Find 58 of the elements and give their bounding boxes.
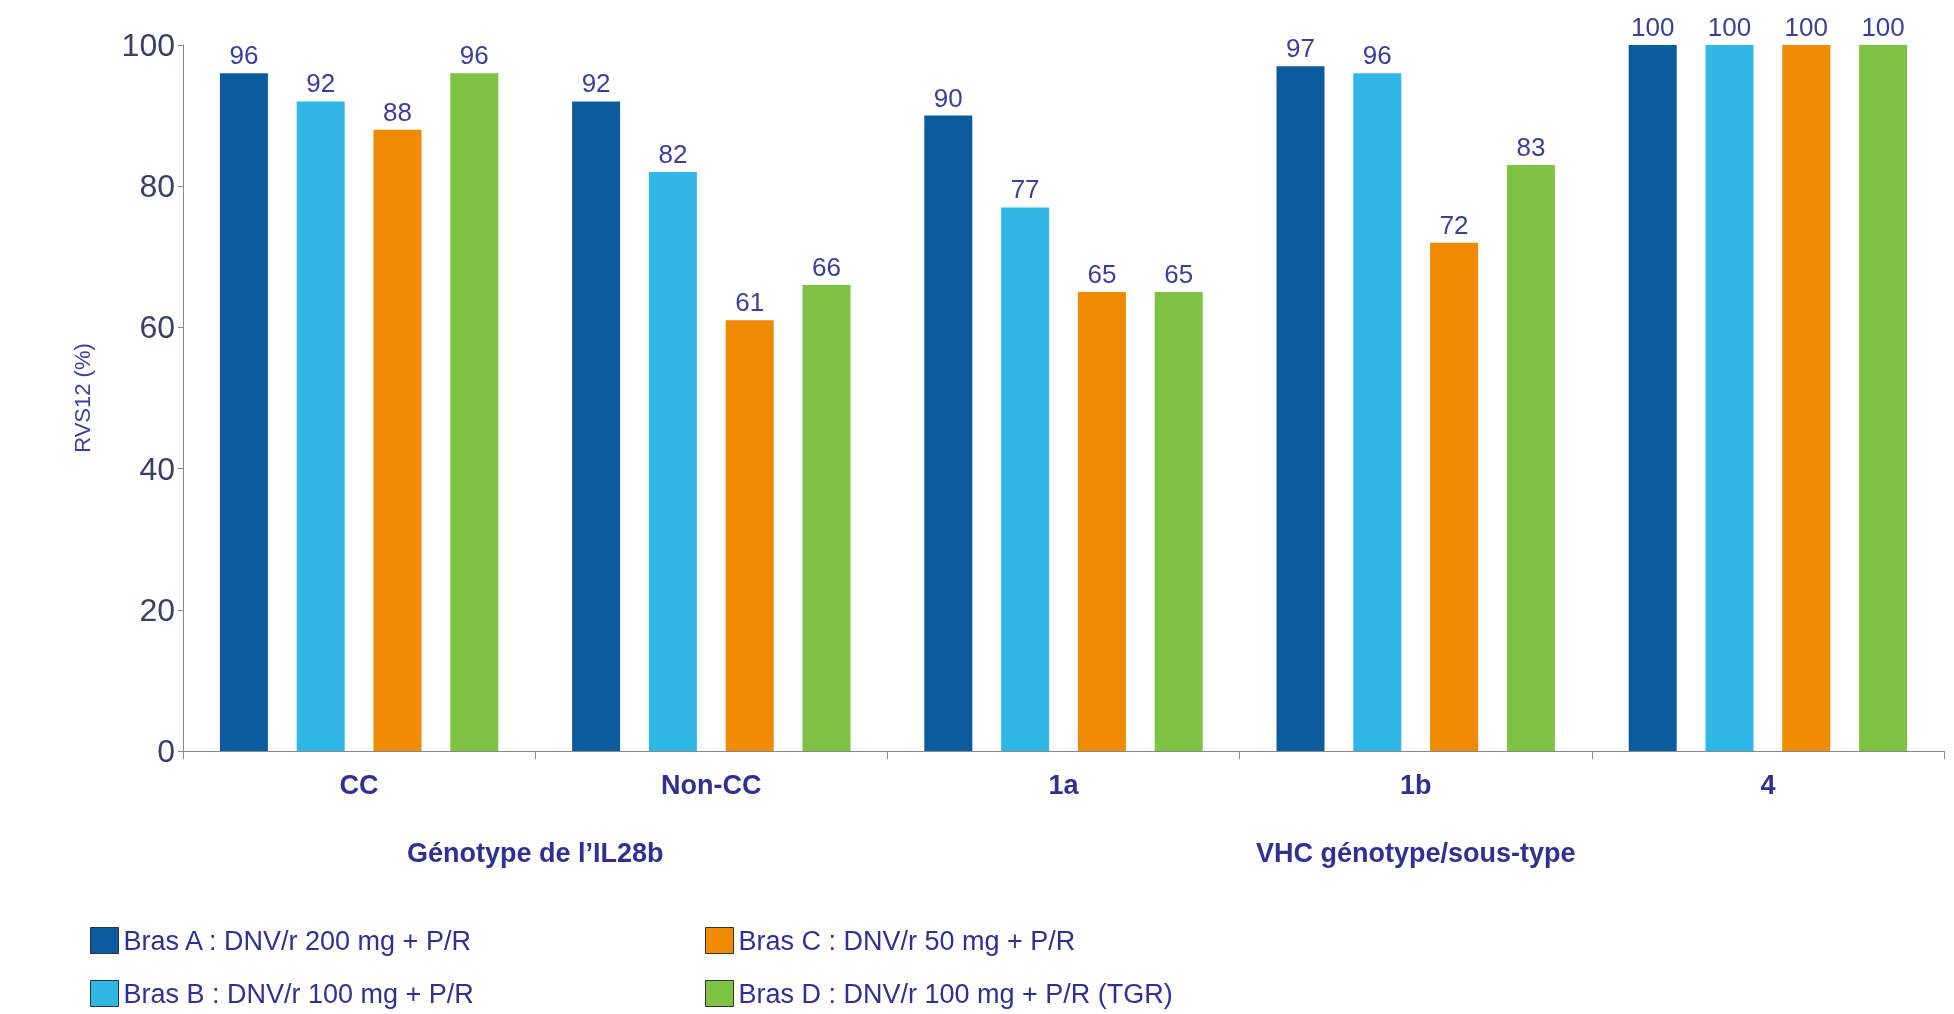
- bar: [1506, 165, 1555, 751]
- data-label: 83: [1516, 132, 1546, 163]
- data-label: 97: [1286, 33, 1315, 64]
- bar: [1001, 207, 1050, 751]
- y-tick-label: 0: [157, 733, 175, 769]
- bar: [1077, 292, 1126, 751]
- bar: [648, 172, 697, 751]
- bar: [296, 101, 345, 751]
- y-tick-label: 100: [121, 27, 175, 63]
- text: VHC génotype/sous-type: [1255, 837, 1576, 868]
- bar: [1154, 292, 1203, 751]
- y-tick-label: 80: [139, 168, 175, 205]
- data-label: 92: [306, 68, 336, 99]
- bar: [1859, 45, 1908, 751]
- bar: [450, 73, 499, 751]
- data-label: 77: [1010, 174, 1040, 205]
- data-label: 72: [1439, 209, 1469, 240]
- bar: [373, 129, 422, 751]
- data-label: 96: [459, 40, 489, 71]
- data-label: 88: [383, 96, 412, 127]
- data-label: 100: [1631, 12, 1675, 42]
- bar: [1705, 45, 1754, 751]
- data-label: 100: [1784, 12, 1828, 42]
- data-label: 65: [1164, 259, 1194, 290]
- bar: [1430, 242, 1479, 751]
- bar: [725, 320, 774, 751]
- legend-label: Bras A : DNV/r 200 mg + P/R: [123, 925, 471, 956]
- bar: [219, 73, 268, 751]
- y-tick-label: 20: [139, 591, 175, 628]
- y-axis-title: RVS12 (%): [69, 343, 95, 453]
- data-label: 100: [1707, 12, 1752, 42]
- x-tick-label: Non-CC: [661, 769, 762, 800]
- x-tick-label: 1b: [1399, 769, 1432, 800]
- bar: [572, 101, 621, 751]
- legend-label: Bras D : DNV/r 100 mg + P/R (TGR): [738, 978, 1173, 1009]
- data-label: 96: [1362, 40, 1392, 71]
- legend-label: Bras C : DNV/r 50 mg + P/R: [738, 925, 1076, 956]
- bar: [1628, 45, 1677, 751]
- data-label: 65: [1087, 259, 1117, 290]
- x-tick-label: 4: [1760, 769, 1776, 800]
- data-label: 100: [1861, 12, 1905, 42]
- bar: [1782, 45, 1831, 751]
- data-label: 82: [658, 139, 688, 170]
- bar: [802, 285, 851, 751]
- bar: [1276, 66, 1325, 751]
- text: Génotype de l’IL28b: [406, 837, 664, 868]
- y-tick-label: 40: [139, 450, 175, 487]
- bar: [1353, 73, 1402, 751]
- x-tick-label: 1a: [1048, 769, 1080, 800]
- data-label: 92: [581, 68, 611, 99]
- bar: [924, 115, 973, 751]
- data-label: 61: [735, 287, 765, 318]
- data-label: 90: [933, 82, 963, 113]
- x-tick-label: CC: [339, 769, 379, 800]
- data-label: 66: [812, 252, 841, 283]
- legend-label: Bras B : DNV/r 100 mg + P/R: [123, 978, 474, 1009]
- data-label: 96: [229, 40, 259, 71]
- y-tick-label: 60: [139, 309, 175, 346]
